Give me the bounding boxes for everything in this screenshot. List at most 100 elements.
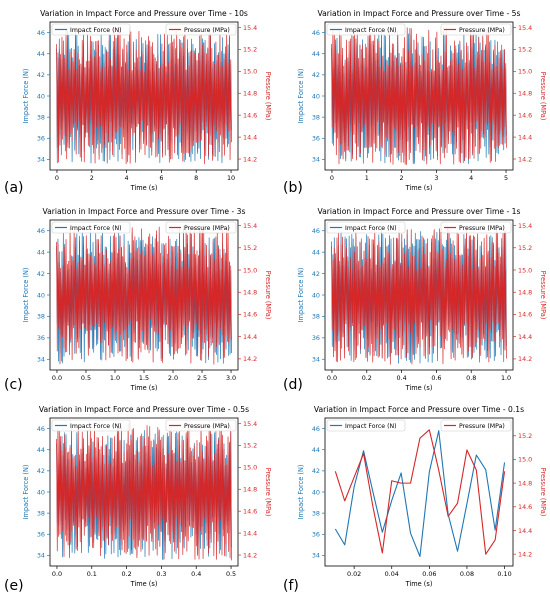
x-tick-label: 0.2 bbox=[362, 374, 372, 382]
x-tick-label: 0.3 bbox=[156, 570, 166, 578]
chart-title: Variation in Impact Force and Pressure o… bbox=[39, 405, 249, 414]
pressure-series-line bbox=[331, 27, 507, 165]
left-y-tick-label: 34 bbox=[312, 156, 320, 164]
right-y-tick-label: 14.6 bbox=[243, 311, 257, 319]
x-tick-label: 0.5 bbox=[226, 570, 236, 578]
left-y-tick-label: 46 bbox=[37, 227, 45, 235]
right-y-tick-label: 15.0 bbox=[243, 68, 257, 76]
right-y-tick-label: 14.6 bbox=[518, 311, 532, 319]
right-y-tick-label: 14.2 bbox=[243, 355, 257, 363]
x-tick-label: 0.08 bbox=[460, 570, 474, 578]
legend-left: Impact Force (N) bbox=[51, 23, 131, 36]
legend-label-impact-force: Impact Force (N) bbox=[70, 423, 122, 430]
x-tick-label: 2 bbox=[400, 174, 404, 182]
left-y-tick-label: 38 bbox=[37, 313, 45, 321]
x-tick-label: 0 bbox=[55, 174, 59, 182]
legend-label-pressure: Pressure (MPa) bbox=[459, 225, 505, 232]
x-tick-label: 10 bbox=[227, 174, 235, 182]
left-y-tick-label: 44 bbox=[37, 50, 45, 58]
legend-right: Pressure (MPa) bbox=[440, 221, 512, 234]
left-y-tick-label: 40 bbox=[312, 291, 320, 299]
x-tick-label: 0 bbox=[330, 174, 334, 182]
x-axis-label: Time (s) bbox=[405, 580, 433, 588]
chart-panel-5: 0.0 0.1 0.2 0.3 0.4 0.5 34 36 38 40 42 44 46 14.2 14.4… bbox=[4, 405, 272, 594]
left-y-tick-label: 44 bbox=[37, 248, 45, 256]
right-y-axis-label: Pressure (MPa) bbox=[264, 468, 272, 517]
x-axis-label: Time (s) bbox=[130, 580, 158, 588]
legend-right: Pressure (MPa) bbox=[165, 23, 237, 36]
legend-right: Pressure (MPa) bbox=[165, 419, 237, 432]
panel-label: (c) bbox=[4, 377, 23, 393]
x-tick-label: 0.6 bbox=[431, 374, 441, 382]
legend-left: Impact Force (N) bbox=[326, 419, 406, 432]
right-y-tick-label: 14.8 bbox=[518, 289, 532, 297]
right-y-tick-label: 15.0 bbox=[518, 68, 532, 76]
x-tick-label: 0.10 bbox=[497, 570, 511, 578]
x-tick-label: 1.5 bbox=[139, 374, 149, 382]
right-y-axis-label: Pressure (MPa) bbox=[539, 468, 547, 517]
x-tick-label: 0.06 bbox=[422, 570, 436, 578]
left-y-tick-label: 36 bbox=[312, 531, 320, 539]
left-y-axis-label: Impact Force (N) bbox=[22, 268, 30, 323]
left-y-tick-label: 46 bbox=[37, 425, 45, 433]
x-tick-label: 8 bbox=[194, 174, 198, 182]
chart-panel-6: 0.02 0.04 0.06 0.08 0.10 34 36 38 40 42 44 46 14.2 14… bbox=[283, 405, 547, 594]
left-y-tick-label: 44 bbox=[312, 248, 320, 256]
x-tick-label: 1.0 bbox=[110, 374, 120, 382]
right-y-tick-label: 14.6 bbox=[518, 503, 532, 511]
x-tick-label: 0.04 bbox=[385, 570, 399, 578]
left-y-tick-label: 34 bbox=[37, 552, 45, 560]
legend-label-pressure: Pressure (MPa) bbox=[459, 423, 505, 430]
x-tick-label: 0.4 bbox=[191, 570, 201, 578]
right-y-axis-label: Pressure (MPa) bbox=[539, 72, 547, 121]
x-tick-label: 0.0 bbox=[327, 374, 337, 382]
left-y-tick-label: 38 bbox=[312, 509, 320, 517]
right-y-tick-label: 14.2 bbox=[243, 155, 257, 163]
left-y-tick-label: 42 bbox=[37, 71, 45, 79]
left-y-tick-label: 42 bbox=[37, 270, 45, 278]
legend-label-impact-force: Impact Force (N) bbox=[345, 27, 397, 34]
left-y-tick-label: 46 bbox=[312, 227, 320, 235]
left-y-tick-label: 36 bbox=[312, 135, 320, 143]
legend-label-pressure: Pressure (MPa) bbox=[184, 423, 230, 430]
left-y-axis-label: Impact Force (N) bbox=[297, 465, 305, 520]
x-tick-label: 0.8 bbox=[466, 374, 476, 382]
right-y-tick-label: 15.0 bbox=[518, 456, 532, 464]
right-y-tick-label: 14.8 bbox=[243, 289, 257, 297]
x-tick-label: 0.1 bbox=[87, 570, 97, 578]
right-y-tick-label: 14.8 bbox=[243, 486, 257, 494]
panel-label: (e) bbox=[4, 578, 24, 594]
x-axis-label: Time (s) bbox=[130, 384, 158, 392]
right-y-tick-label: 14.4 bbox=[518, 133, 532, 141]
right-y-tick-label: 15.0 bbox=[518, 266, 532, 274]
legend-label-impact-force: Impact Force (N) bbox=[345, 423, 397, 430]
x-tick-label: 5 bbox=[504, 174, 508, 182]
right-y-tick-label: 14.4 bbox=[243, 333, 257, 341]
x-tick-label: 0.4 bbox=[397, 374, 407, 382]
chart-panel-3: 0.0 0.5 1.0 1.5 2.0 2.5 3.0 34 36 38 40 42 44 46 14.2 1… bbox=[4, 207, 272, 393]
right-y-axis-label: Pressure (MPa) bbox=[264, 271, 272, 320]
left-y-tick-label: 46 bbox=[312, 29, 320, 37]
x-axis-label: Time (s) bbox=[130, 184, 158, 192]
left-y-tick-label: 42 bbox=[312, 71, 320, 79]
left-y-tick-label: 42 bbox=[312, 270, 320, 278]
left-y-tick-label: 34 bbox=[37, 356, 45, 364]
right-y-tick-label: 15.4 bbox=[243, 420, 257, 428]
legend-label-impact-force: Impact Force (N) bbox=[70, 27, 122, 34]
left-y-tick-label: 38 bbox=[37, 509, 45, 517]
x-tick-label: 3.0 bbox=[226, 374, 236, 382]
left-y-tick-label: 36 bbox=[37, 531, 45, 539]
pressure-series-line bbox=[334, 429, 506, 555]
x-tick-label: 4 bbox=[469, 174, 473, 182]
legend-label-pressure: Pressure (MPa) bbox=[459, 27, 505, 34]
chart-panel-4: 0.0 0.2 0.4 0.6 0.8 1.0 34 36 38 40 42 44 46 14.2 14.4… bbox=[283, 207, 547, 393]
legend-left: Impact Force (N) bbox=[51, 419, 131, 432]
chart-panel-2: 0 1 2 3 4 53436384042444614.214.414.614.815.0… bbox=[283, 9, 547, 196]
right-y-tick-label: 15.4 bbox=[518, 222, 532, 230]
legend-label-impact-force: Impact Force (N) bbox=[345, 225, 397, 232]
right-y-tick-label: 14.8 bbox=[518, 479, 532, 487]
right-y-tick-label: 14.2 bbox=[243, 551, 257, 559]
left-y-tick-label: 40 bbox=[312, 488, 320, 496]
left-y-tick-label: 38 bbox=[312, 313, 320, 321]
left-y-tick-label: 36 bbox=[37, 334, 45, 342]
